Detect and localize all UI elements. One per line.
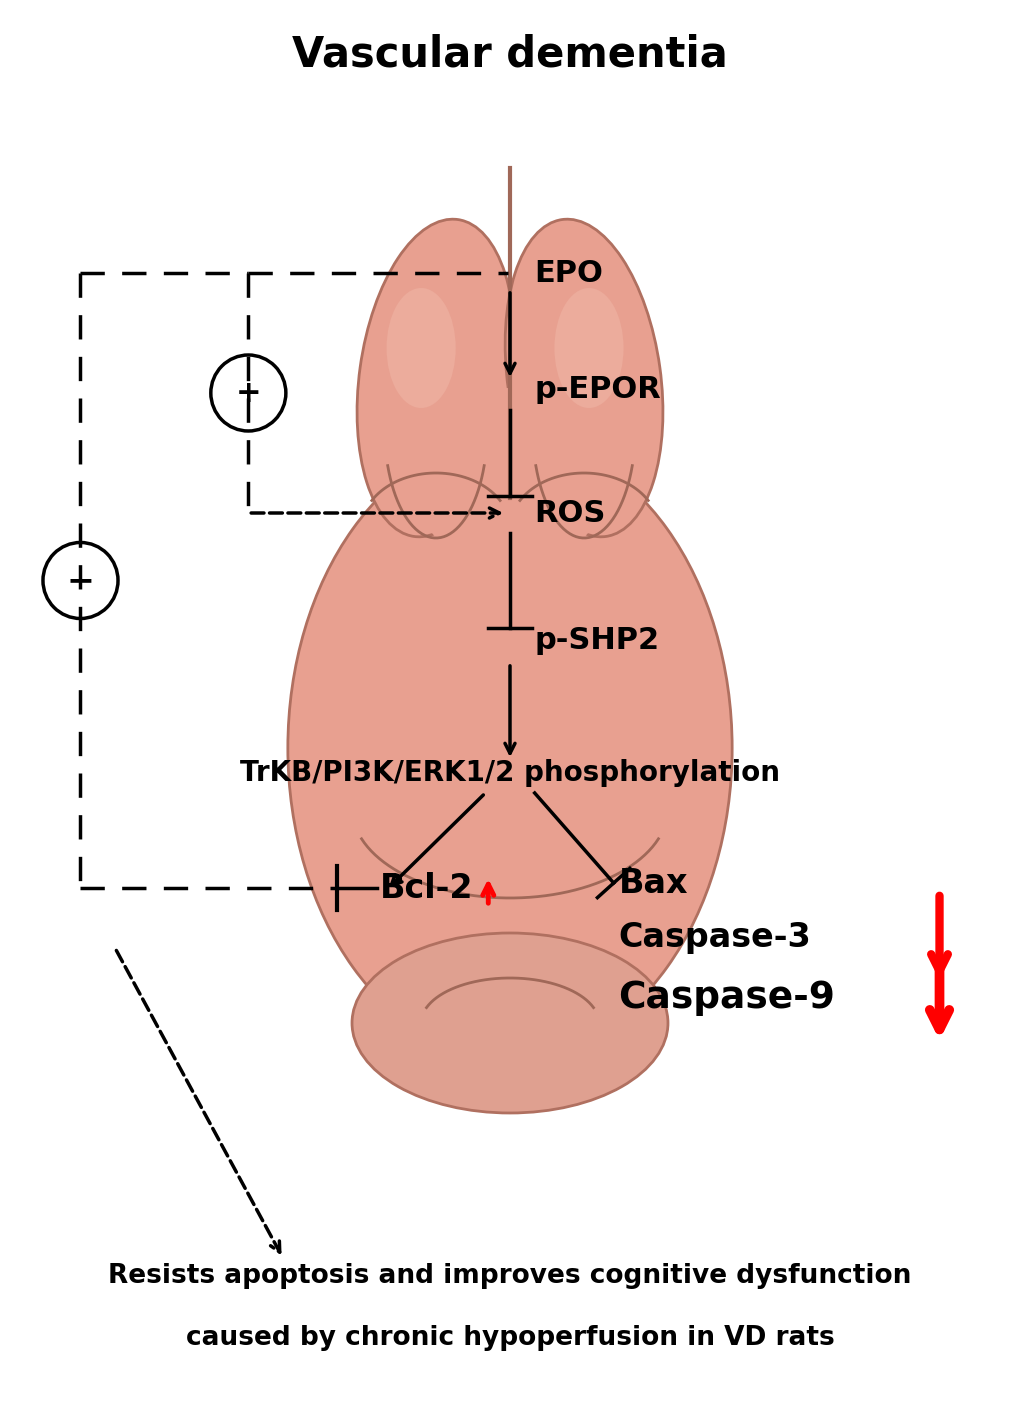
Ellipse shape [411,388,608,568]
Text: p-EPOR: p-EPOR [534,376,660,404]
Ellipse shape [504,218,662,537]
Text: caused by chronic hypoperfusion in VD rats: caused by chronic hypoperfusion in VD ra… [185,1325,834,1351]
Text: Bax: Bax [618,867,688,900]
Text: Caspase-9: Caspase-9 [618,980,835,1015]
Ellipse shape [357,218,515,537]
Text: Bcl-2: Bcl-2 [379,871,473,904]
Text: EPO: EPO [534,258,603,287]
Text: Vascular dementia: Vascular dementia [291,33,728,76]
Text: p-SHP2: p-SHP2 [534,625,659,654]
Ellipse shape [287,438,732,1058]
Text: Caspase-3: Caspase-3 [618,921,810,954]
Text: TrKB/PI3K/ERK1/2 phosphorylation: TrKB/PI3K/ERK1/2 phosphorylation [239,760,780,787]
Ellipse shape [554,288,623,408]
Text: ROS: ROS [534,498,605,527]
Ellipse shape [352,932,667,1112]
Text: Resists apoptosis and improves cognitive dysfunction: Resists apoptosis and improves cognitive… [108,1262,911,1289]
Ellipse shape [386,288,455,408]
Text: −: − [66,564,95,597]
Text: +: + [235,378,261,407]
